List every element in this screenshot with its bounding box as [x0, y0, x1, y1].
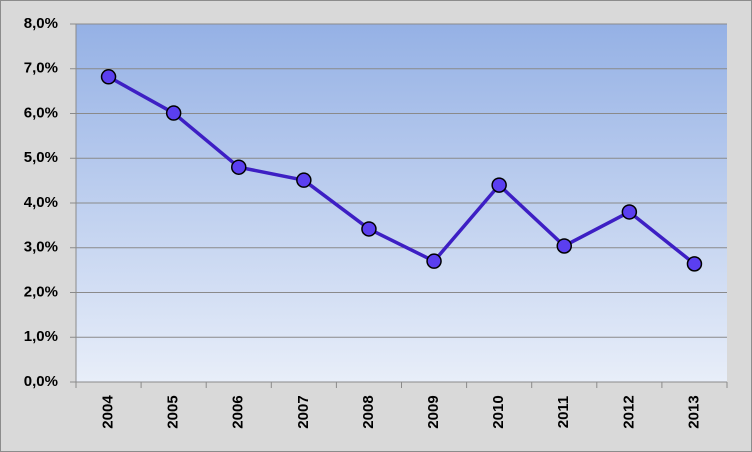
y-tick-label: 2,0% [24, 283, 58, 300]
y-tick-label: 5,0% [24, 149, 58, 166]
data-point [231, 159, 247, 175]
x-tick-label: 2010 [490, 395, 507, 428]
data-point [556, 238, 572, 254]
y-tick-label: 0,0% [24, 373, 58, 390]
data-line [107, 75, 696, 266]
x-tick-label: 2008 [360, 395, 377, 428]
data-point [621, 204, 638, 220]
y-tick-label: 3,0% [24, 239, 58, 256]
x-tick-label: 2013 [685, 395, 702, 428]
x-tick-label: 2011 [555, 396, 572, 429]
data-point [165, 105, 182, 121]
y-tick-label: 1,0% [24, 328, 58, 345]
x-tick-label: 2007 [295, 395, 312, 428]
x-tick-label: 2005 [165, 395, 182, 428]
data-point [686, 256, 703, 272]
y-tick-label: 8,0% [24, 15, 58, 32]
x-tick-label: 2012 [620, 395, 637, 428]
data-point [100, 69, 117, 85]
x-tick-label: 2009 [425, 395, 442, 428]
x-tick-label: 2004 [100, 395, 117, 429]
y-tick-label: 6,0% [24, 104, 58, 121]
data-point [491, 177, 507, 193]
data-point [426, 253, 442, 269]
x-tick-label: 2006 [230, 395, 247, 428]
data-point [296, 172, 312, 188]
y-tick-label: 7,0% [24, 60, 58, 77]
y-tick-label: 4,0% [24, 194, 58, 211]
data-point [361, 221, 377, 237]
